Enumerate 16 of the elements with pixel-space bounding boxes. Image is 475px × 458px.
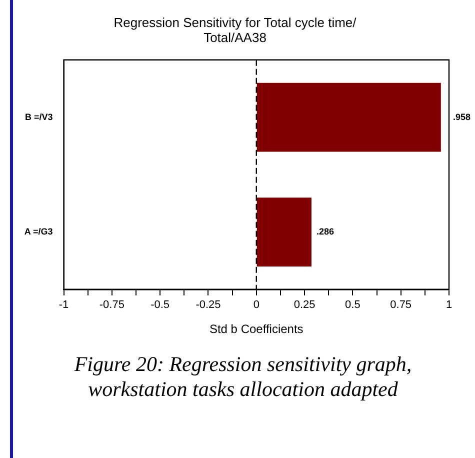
x-tick-label: 0.75	[390, 299, 412, 312]
x-axis-title: Std b Coefficients	[209, 322, 304, 336]
caption: Figure 20: Regression sensitivity graph, workstation tasks allocation adapted	[73, 352, 413, 402]
chart-title: Regression Sensitivity for Total cycle time/ Total/AA38	[114, 15, 357, 46]
data-label: .958	[453, 112, 471, 122]
data-label: .286	[316, 226, 334, 237]
x-tick-label: -1	[58, 299, 69, 312]
x-tick-label: -0.25	[196, 299, 221, 312]
x-tick-label: 0.25	[294, 299, 316, 312]
x-tick-label: -0.75	[99, 299, 124, 312]
x-tick-label: 0	[253, 299, 260, 312]
x-tick-label: 1	[446, 299, 452, 312]
y-tick-label: B =/V3	[24, 112, 53, 122]
x-tick-label: 0.5	[345, 299, 360, 312]
y-tick-label: A =/G3	[24, 226, 53, 237]
x-tick-label: -0.5	[150, 299, 170, 312]
